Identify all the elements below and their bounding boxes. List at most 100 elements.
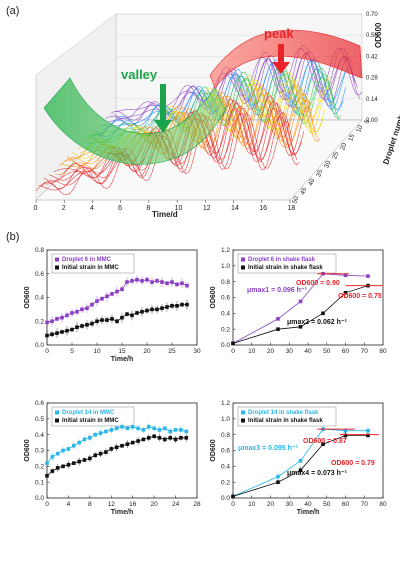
y-tick-label: 0.8 [35,247,44,254]
x-tick-label: 30 [193,348,201,355]
data-point [104,450,108,454]
chart-droplet14-mmc: 0 4 8 12 16 20 24 28 0.0 0.1 0.2 0.3 0.4 0.5 0.6 Time/h… [24,400,201,516]
y-tick-label: 0.2 [221,479,230,486]
x-tick-label: 25 [168,348,176,355]
data-point [135,277,139,282]
y-axis-label: OD600 [24,286,31,308]
legend-box [51,406,135,427]
data-point [55,451,60,456]
data-point [168,436,173,440]
data-point [155,307,159,312]
legend-box [237,253,337,274]
legend-entry: Droplet 6 in MMC [62,257,112,263]
data-point [366,274,370,278]
data-point [50,332,54,337]
data-point [104,429,108,434]
data-point [100,318,104,322]
data-point [366,433,370,438]
legend-entry: Droplet 14 in shake flask [248,410,319,416]
x-tick-label: 70 [361,501,369,508]
y-tick-label: 0.0 [35,495,44,502]
data-point [165,281,169,286]
y-tick-label: 0.8 [221,279,230,286]
data-point [231,494,235,499]
panel-a-label: (a) [6,5,19,17]
data-point [343,428,348,433]
data-point [150,307,154,312]
legend: Droplet 6 in MMC Initial strain in MMC [51,253,135,274]
data-point [109,428,114,432]
data-point [184,436,189,440]
legend-marker [55,418,59,423]
data-point [157,436,162,440]
x-tick-label: 20 [143,348,151,355]
annotation-text: μmax3 = 0.095 h⁻¹ [238,445,299,452]
data-point [82,437,87,442]
data-point [90,302,94,307]
legend-marker [241,265,245,270]
panel-b-label: (b) [6,231,19,243]
y-tick-label: 0.2 [35,464,44,471]
y-tick-label: 0.4 [221,311,230,318]
y-tick-label: 0.5 [35,416,44,423]
z-tick-label: 25 [331,151,340,161]
data-point [66,447,71,451]
data-point [141,428,146,432]
data-point [160,280,164,284]
chart-droplet14-shake-flask: 0 10 20 30 40 50 60 70 80 0.0 0.2 0.4 0.6 0.8 1.0 1.2 Ti… [210,400,387,516]
data-point [75,325,79,329]
legend: Droplet 6 in shake flask Initial strain i… [237,253,337,274]
data-point [179,428,183,432]
y-tick-label: 0.6 [221,295,230,302]
data-point [120,315,124,320]
data-point [45,320,49,325]
data-point [175,304,179,308]
series-line [232,435,368,497]
x-tick-label: 12 [108,501,116,508]
x-tick-label: 18 [288,205,296,212]
x-tick-label: 10 [93,348,101,355]
x-tick-label: 8 [88,501,92,508]
data-point [125,426,130,431]
x-tick-label: 4 [90,205,94,212]
data-point [141,437,146,442]
z-tick-label: 30 [323,160,332,170]
data-point [80,324,84,328]
data-point [85,306,89,310]
data-point [343,273,348,278]
x-tick-label: 6 [118,205,122,212]
data-point [66,462,71,467]
data-point [276,480,280,484]
data-point [98,451,103,456]
data-point [145,308,149,313]
data-point [70,327,74,332]
series-line [232,428,368,497]
data-point [61,464,65,469]
series-line [232,273,369,344]
data-point [55,331,59,335]
data-point [120,424,124,429]
data-point [160,306,164,310]
y-tick-label: 0.4 [221,464,230,471]
annotation-text: OD600 = 0.87 [303,438,347,445]
y-tick-label: 0.42 [366,54,378,60]
data-point [120,443,124,448]
y-tick-label: 0.2 [35,318,44,325]
data-point [140,279,144,283]
data-point [130,279,134,283]
legend-marker [241,418,245,423]
legend-box [237,406,337,427]
x-tick-label: 0 [45,348,49,355]
data-point [71,461,76,465]
x-tick-label: 50 [323,348,331,355]
droplet-trace [108,52,356,122]
data-point [95,319,99,324]
y-tick-label: 0.4 [35,432,44,439]
y-axis-label: OD600 [24,439,31,461]
legend: Droplet 14 in MMC Initial strain in MMC [51,406,135,427]
data-point [50,455,55,459]
legend-marker [55,265,59,270]
data-point [45,461,49,465]
annotation-text: μmax4 = 0.073 h⁻¹ [287,470,348,477]
